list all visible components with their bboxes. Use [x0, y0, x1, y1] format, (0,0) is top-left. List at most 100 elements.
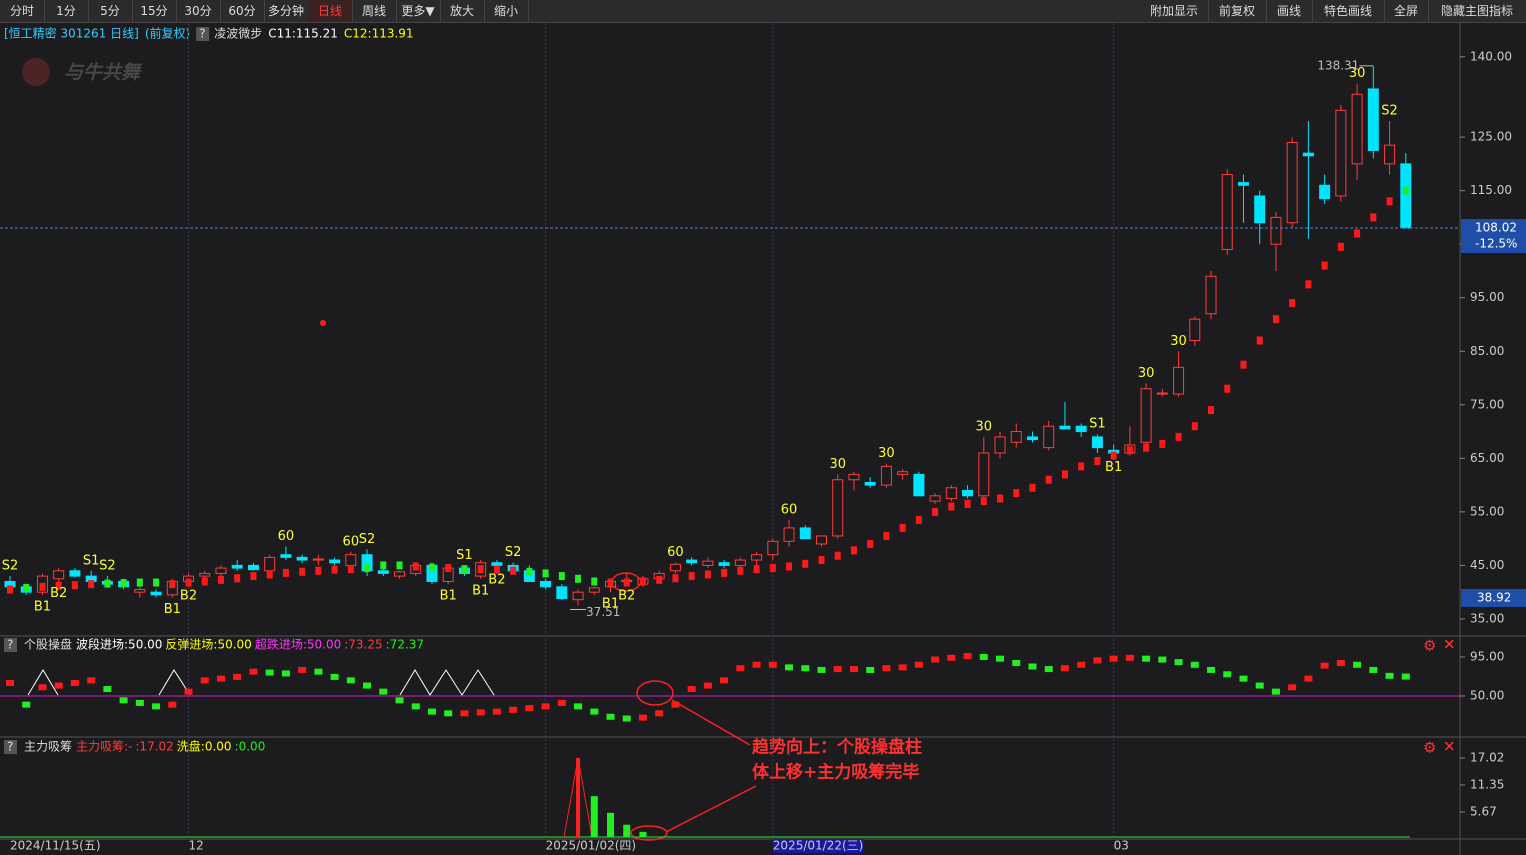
trail-dot — [104, 579, 111, 588]
trail-dot — [899, 523, 906, 532]
trail-dot — [266, 570, 273, 579]
candle-body — [751, 554, 763, 561]
trail-dot — [1256, 336, 1263, 345]
annotation-line — [665, 785, 757, 833]
candle-body — [832, 479, 844, 537]
toolbar-button[interactable]: 5分 — [88, 0, 133, 22]
indicator-dash — [265, 669, 274, 676]
toolbar-button[interactable]: 周线 — [352, 0, 397, 22]
close-icon: ✕ — [1443, 636, 1456, 654]
trail-dot — [1337, 242, 1344, 251]
indicator-dash — [1353, 661, 1362, 668]
signal-label: 30 — [1170, 334, 1187, 349]
legend-item: 超跌进场:50.00 — [255, 637, 341, 652]
trail-dot — [23, 583, 30, 592]
indicator-dash — [54, 682, 63, 689]
trail-dot — [234, 574, 241, 583]
toolbar-button[interactable]: 全屏 — [1384, 0, 1429, 22]
toolbar-button[interactable]: 30分 — [176, 0, 221, 22]
candle-body — [1173, 366, 1185, 395]
candle-body — [686, 559, 698, 564]
indicator-dash — [963, 653, 972, 660]
legend-item: :73.25 — [344, 638, 382, 652]
toolbar-button[interactable]: 前复权 — [1208, 0, 1267, 22]
trail-dot — [380, 561, 387, 570]
toolbar-button[interactable]: 1分 — [44, 0, 89, 22]
candle-body — [1270, 216, 1282, 245]
candle-body — [150, 591, 162, 596]
candle-body — [913, 473, 925, 497]
indicator-dash — [736, 665, 745, 672]
toolbar-button[interactable]: 分时 — [0, 0, 45, 22]
toolbar-button[interactable]: 隐藏主图指标 — [1428, 0, 1526, 22]
indicator-dash — [1255, 682, 1264, 689]
toolbar-button[interactable]: 更多▼ — [396, 0, 441, 22]
trail-dot — [1126, 446, 1133, 455]
adjust-label: (前复权) — [145, 26, 190, 41]
trail-dot — [575, 574, 582, 583]
trail-dot — [445, 564, 452, 573]
toolbar-button[interactable]: 缩小 — [484, 0, 529, 22]
y-tick-label: 85.00 — [1470, 344, 1504, 358]
indicator-bar — [639, 831, 647, 837]
trail-dot — [526, 567, 533, 576]
indicator-dash — [87, 677, 96, 684]
toolbar-button[interactable]: 画线 — [1266, 0, 1313, 22]
toolbar-button[interactable]: 特色画线 — [1312, 0, 1385, 22]
candle-body — [1026, 436, 1038, 441]
trail-dot — [688, 572, 695, 581]
trail-dot — [964, 499, 971, 508]
trail-dot — [1402, 186, 1409, 195]
trail-dot — [656, 575, 663, 584]
trail-dot — [412, 562, 419, 571]
trail-dot — [623, 578, 630, 587]
legend-item: 洗盘:0.00 — [177, 739, 232, 754]
signal-label: 30 — [976, 419, 993, 434]
indicator-dash — [720, 677, 729, 684]
candle-body — [199, 572, 211, 577]
signal-label: B1 — [1105, 460, 1122, 475]
candle-body — [702, 560, 714, 566]
x-tick-label: 2025/01/02(四) — [546, 839, 637, 853]
candle-body — [329, 559, 341, 564]
indicator-dash — [914, 661, 923, 668]
candle-body — [1221, 174, 1233, 251]
indicator-dash — [996, 655, 1005, 662]
toolbar-button[interactable]: 放大 — [440, 0, 485, 22]
indicator-dash — [979, 653, 988, 660]
indicator-dash — [152, 703, 161, 710]
trail-dot — [769, 564, 776, 573]
x-tick-label: 2025/01/22(三) — [773, 839, 864, 853]
indicator-dash — [395, 697, 404, 704]
indicator-dash — [1271, 688, 1280, 695]
trail-dot — [477, 565, 484, 574]
trail-dot — [136, 578, 143, 587]
candle-body — [394, 571, 406, 577]
candle-body — [864, 481, 876, 486]
trail-dot — [315, 566, 322, 575]
indicator-dash — [1207, 666, 1216, 673]
cursor-price-label: 38.92 — [1477, 590, 1511, 604]
trail-dot — [347, 565, 354, 574]
cursor-price-box — [1461, 588, 1526, 607]
signal-label: B2 — [618, 589, 635, 604]
y-tick-label: 11.35 — [1470, 777, 1504, 791]
legend-item: 反弹进场:50.00 — [165, 638, 251, 652]
toolbar-button[interactable]: 日线 — [308, 0, 353, 22]
indicator-dash — [1158, 656, 1167, 663]
trail-dot — [1078, 462, 1085, 471]
indicator-dash — [1223, 671, 1232, 678]
watermark: 与牛共舞 — [64, 62, 143, 84]
signal-label: B2 — [180, 589, 197, 604]
candle-body — [669, 563, 681, 572]
price-label: 108.02 — [1475, 221, 1517, 235]
x-label-highlight — [772, 839, 864, 853]
toolbar-button[interactable]: 附加显示 — [1140, 0, 1209, 22]
toolbar-button[interactable]: 15分 — [132, 0, 177, 22]
indicator-dash — [833, 666, 842, 673]
y-tick-label: 75.00 — [1470, 397, 1504, 411]
y-tick-label: 65.00 — [1470, 451, 1504, 465]
toolbar-button[interactable]: 60分 — [220, 0, 265, 22]
indicator-dash — [379, 688, 388, 695]
indicator-dash — [817, 666, 826, 673]
